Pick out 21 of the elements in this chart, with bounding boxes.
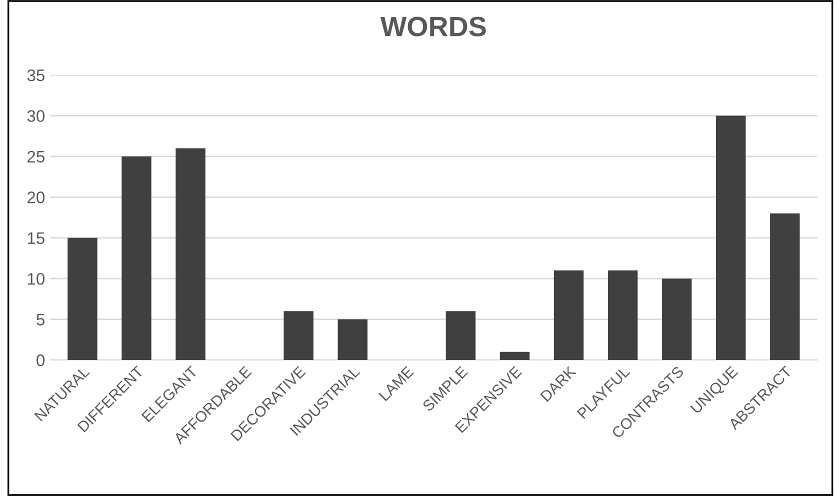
- bar: [662, 278, 692, 360]
- chart-title: WORDS: [380, 16, 486, 36]
- bar: [68, 238, 98, 360]
- y-tick-label: 15: [28, 232, 44, 244]
- bar: [176, 148, 206, 360]
- bar: [122, 156, 152, 360]
- y-tick-label: 5: [36, 314, 44, 326]
- bar: [500, 352, 530, 360]
- bar: [554, 270, 584, 360]
- y-tick-label: 35: [27, 69, 44, 82]
- bar: [608, 270, 638, 360]
- y-tick-label: 20: [27, 192, 45, 204]
- y-tick-label: 25: [27, 150, 44, 163]
- y-tick-label: 30: [27, 110, 45, 122]
- bar: [284, 311, 314, 360]
- bar: [716, 116, 746, 360]
- y-tick-label: 0: [36, 354, 45, 366]
- y-tick-label: 10: [28, 272, 45, 285]
- bar: [338, 319, 368, 360]
- bar: [770, 213, 800, 360]
- bar: [446, 311, 476, 360]
